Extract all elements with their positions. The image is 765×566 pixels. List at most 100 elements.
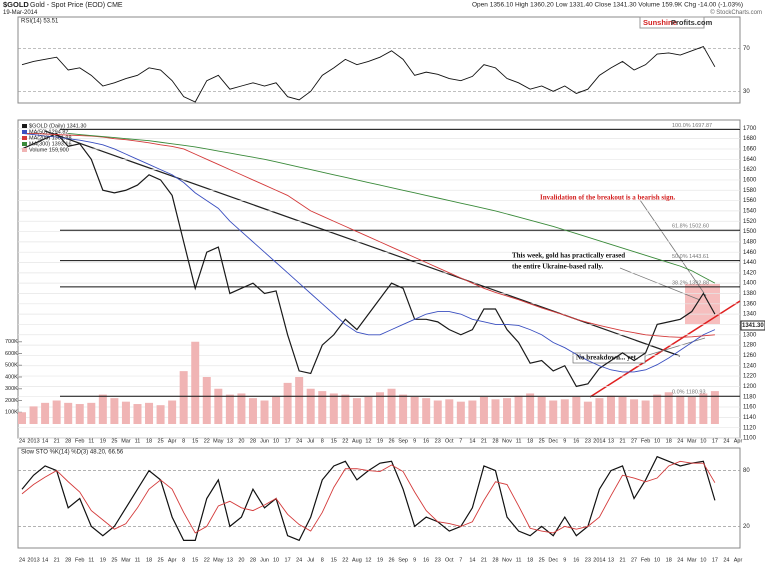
x-tick-label: Aug [352, 557, 362, 563]
x-tick-label: Dec [548, 557, 558, 563]
y-tick-label: 1540 [743, 208, 757, 214]
volume-bar [260, 400, 269, 424]
x-tick-label: 24 [19, 557, 25, 563]
legend-swatch [22, 142, 27, 146]
legend-entry: MA(50) 1294.82 [29, 129, 68, 135]
x-tick-label: 14 [469, 557, 475, 563]
legend-swatch [22, 124, 27, 128]
y-tick-label: 1340 [743, 312, 757, 318]
volume-bar [364, 396, 373, 424]
annotation: Invalidation of the breakout is a bearis… [540, 194, 675, 202]
x-tick-label: 10 [654, 438, 660, 444]
x-tick-label: 18 [666, 557, 672, 563]
x-tick-label: 18 [527, 438, 533, 444]
level-label: 61.8% 1502.60 [672, 224, 709, 230]
x-tick-label: 14 [469, 438, 475, 444]
volume-bar [572, 396, 581, 424]
x-tick-label: 27 [631, 557, 637, 563]
volume-bar [468, 400, 477, 424]
x-tick-label: 26 [388, 557, 394, 563]
x-tick-label: 24 [296, 438, 302, 444]
x-tick-label: Apr [168, 438, 177, 444]
x-tick-label: 23 [585, 557, 591, 563]
x-tick-label: Oct [445, 438, 454, 444]
x-tick-label: Jun [260, 557, 269, 563]
brand: Profits.com [671, 18, 713, 27]
volume-bar [456, 401, 465, 424]
x-tick-label: Apr [734, 557, 743, 563]
x-tick-label: 22 [204, 438, 210, 444]
volume-bar [526, 393, 535, 424]
x-tick-label: Jul [307, 557, 314, 563]
x-tick-label: 21 [481, 438, 487, 444]
x-tick-label: 10 [700, 438, 706, 444]
x-tick-label: 21 [619, 438, 625, 444]
x-tick-label: 8 [182, 438, 185, 444]
legend-entry: Volume 159,900 [29, 147, 69, 153]
x-tick-label: 20 [238, 438, 244, 444]
y-tick-label: 1160 [743, 405, 757, 411]
x-tick-label: 23 [435, 557, 441, 563]
x-tick-label: 28 [250, 557, 256, 563]
y-tick-label: 1300 [743, 332, 757, 338]
volume-bar [64, 402, 73, 424]
x-tick-label: 25 [111, 557, 117, 563]
x-tick-label: Aug [352, 438, 362, 444]
x-tick-label: 15 [192, 557, 198, 563]
x-tick-label: 13 [608, 557, 614, 563]
x-tick-label: Mar [121, 438, 131, 444]
x-tick-label: 14 [42, 438, 48, 444]
legend-swatch [22, 136, 27, 140]
y-tick-label: 80 [743, 468, 750, 474]
volume-bar [29, 406, 38, 424]
volume-bar [202, 377, 211, 424]
x-tick-label: 7 [459, 438, 462, 444]
x-tick-label: 24 [723, 557, 729, 563]
x-tick-label: May [213, 557, 224, 563]
x-tick-label: May [213, 438, 224, 444]
x-tick-label: 21 [54, 557, 60, 563]
annotation: This week, gold has practically erased [512, 252, 625, 260]
x-tick-label: 16 [573, 438, 579, 444]
y2-tick-label: 300K [5, 386, 18, 392]
y2-tick-label: 600K [5, 351, 18, 357]
volume-bar [133, 404, 142, 424]
x-tick-label: 8 [182, 557, 185, 563]
y-tick-label: 1180 [743, 394, 757, 400]
close-box [740, 320, 765, 331]
close-label: 1341.30 [742, 323, 764, 329]
x-tick-label: 25 [111, 438, 117, 444]
watermark: © StockCharts.com [710, 9, 762, 16]
x-tick-label: 22 [204, 557, 210, 563]
volume-bar [537, 396, 546, 424]
volume-bar [272, 396, 281, 424]
x-tick-label: 7 [459, 557, 462, 563]
volume-bar [179, 371, 188, 424]
x-tick-label: 10 [273, 438, 279, 444]
volume-bar [595, 398, 604, 424]
legend: RSI(14) 53.51 [21, 19, 59, 25]
y-tick-label: 1400 [743, 281, 757, 287]
x-tick-label: 2013 [27, 438, 39, 444]
x-tick-label: 23 [585, 438, 591, 444]
x-tick-label: 24 [296, 557, 302, 563]
x-tick-label: Feb [75, 438, 84, 444]
y-tick-label: 1600 [743, 178, 757, 184]
x-tick-label: 25 [158, 438, 164, 444]
series-line [21, 460, 716, 534]
volume-bar [687, 396, 696, 424]
x-tick-label: Feb [641, 557, 650, 563]
volume-bar [422, 398, 431, 424]
volume-bar [41, 402, 50, 424]
y-tick-label: 1240 [743, 363, 757, 369]
series-line [21, 45, 716, 103]
x-tick-label: Oct [445, 557, 454, 563]
y2-tick-label: 100K [5, 410, 18, 416]
x-tick-label: 18 [527, 557, 533, 563]
x-tick-label: Feb [641, 438, 650, 444]
x-tick-label: 15 [331, 557, 337, 563]
x-tick-label: 28 [65, 557, 71, 563]
volume-bar [110, 398, 119, 424]
volume-bar [630, 399, 639, 424]
arrow [639, 199, 707, 297]
